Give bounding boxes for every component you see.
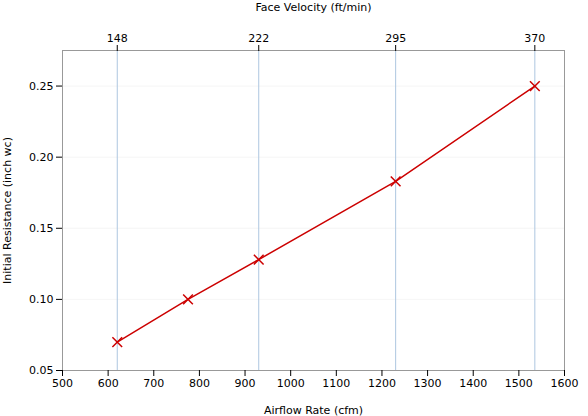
svg-text:222: 222 <box>248 32 269 45</box>
svg-text:500: 500 <box>52 377 73 390</box>
svg-text:0.25: 0.25 <box>29 80 54 93</box>
svg-text:1000: 1000 <box>277 377 305 390</box>
svg-text:Initial Resistance (inch wc): Initial Resistance (inch wc) <box>1 137 14 284</box>
svg-text:148: 148 <box>107 32 128 45</box>
svg-text:0.20: 0.20 <box>29 151 54 164</box>
svg-text:600: 600 <box>98 377 119 390</box>
svg-text:1200: 1200 <box>368 377 396 390</box>
svg-text:0.10: 0.10 <box>29 293 54 306</box>
svg-text:1500: 1500 <box>505 377 533 390</box>
svg-text:1100: 1100 <box>322 377 350 390</box>
svg-text:1400: 1400 <box>459 377 487 390</box>
svg-text:900: 900 <box>235 377 256 390</box>
svg-text:700: 700 <box>143 377 164 390</box>
svg-text:Airflow Rate (cfm): Airflow Rate (cfm) <box>264 404 363 416</box>
svg-text:1600: 1600 <box>551 377 579 390</box>
svg-text:Face Velocity (ft/min): Face Velocity (ft/min) <box>255 1 371 14</box>
svg-text:800: 800 <box>189 377 210 390</box>
svg-text:0.05: 0.05 <box>29 364 54 377</box>
svg-text:1300: 1300 <box>414 377 442 390</box>
svg-text:0.15: 0.15 <box>29 222 54 235</box>
svg-text:370: 370 <box>524 32 545 45</box>
svg-text:295: 295 <box>385 32 406 45</box>
